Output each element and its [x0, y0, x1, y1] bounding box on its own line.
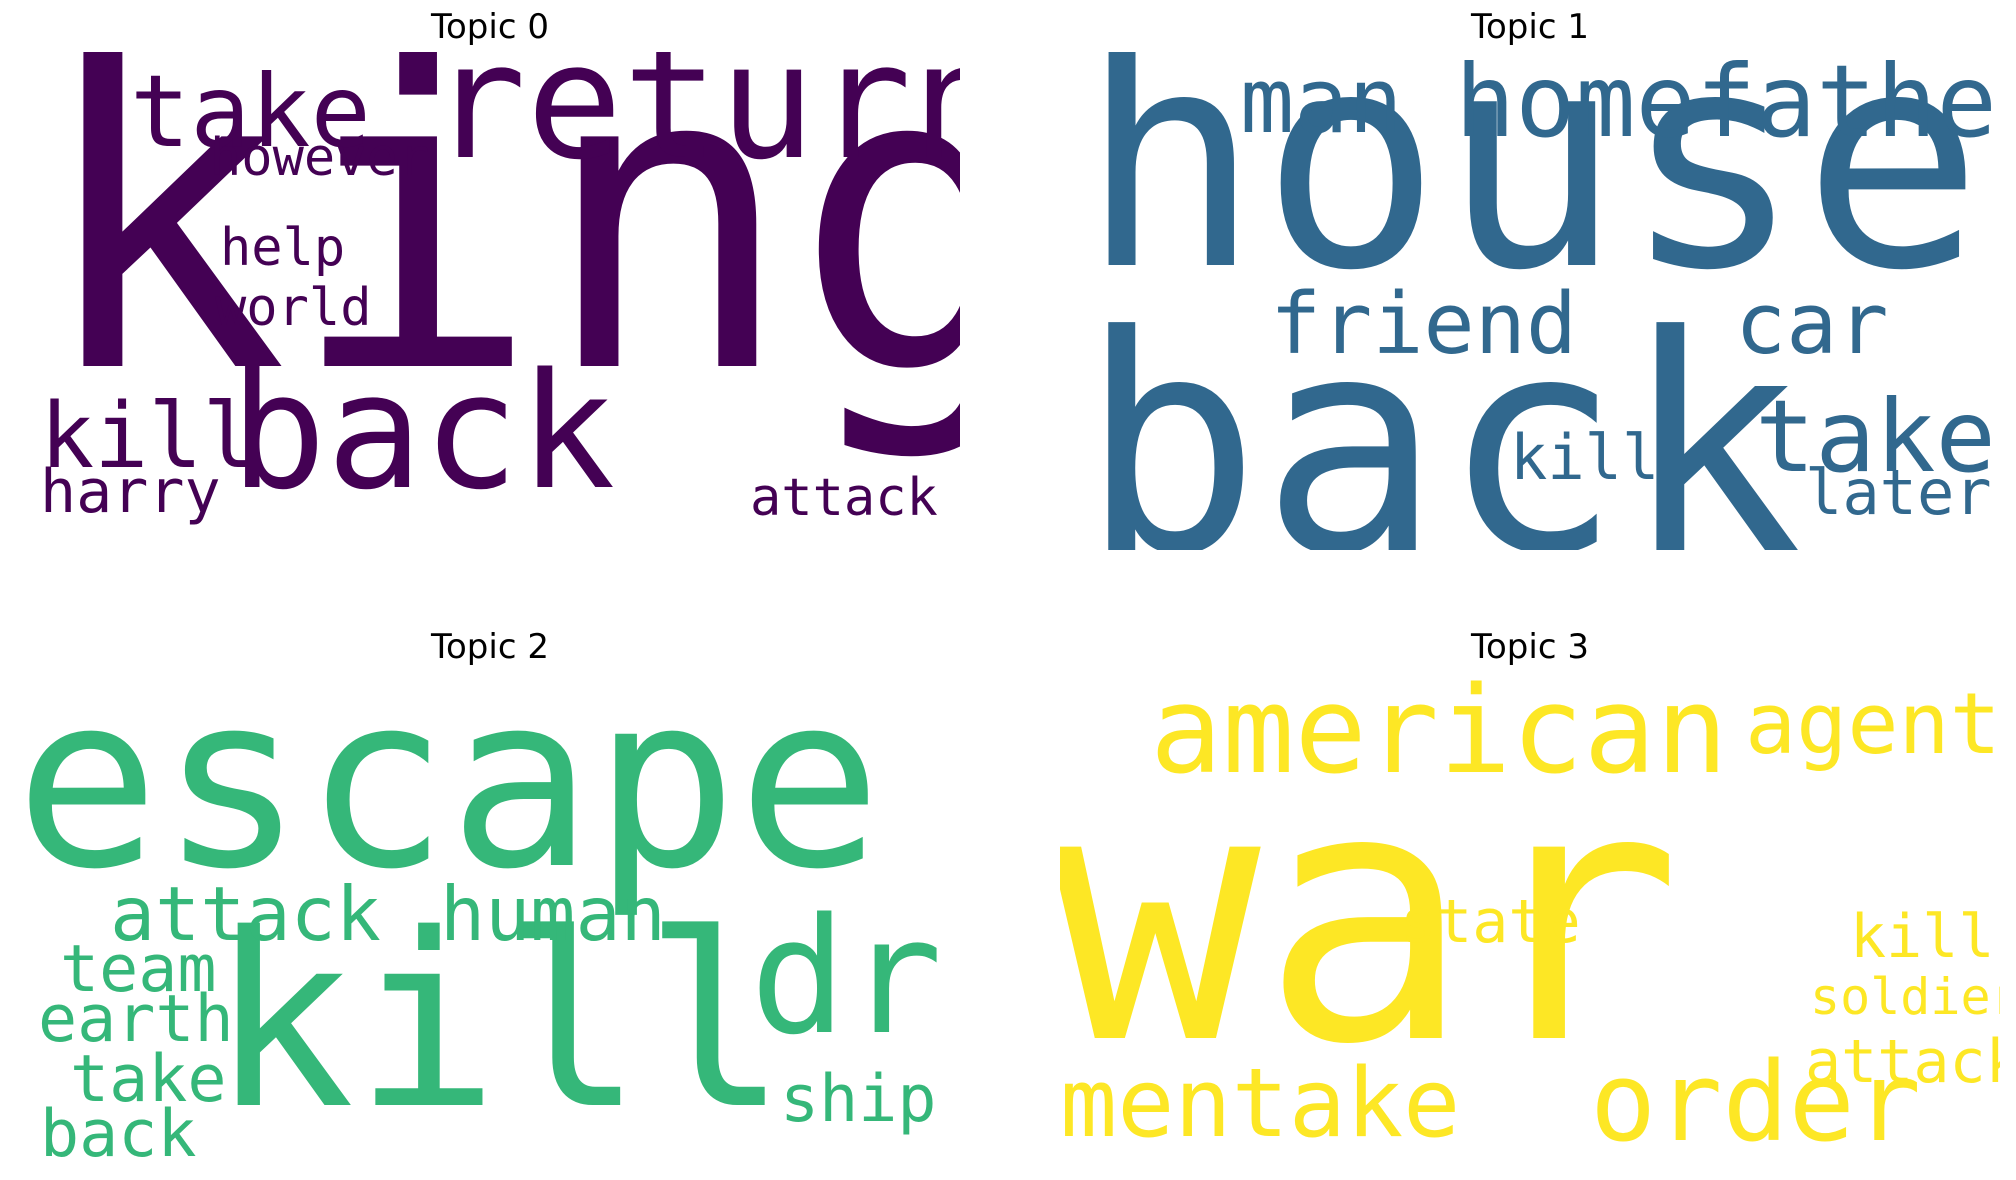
topic-1-title: Topic 1	[1471, 7, 1589, 47]
word-friend: friend	[1270, 275, 1578, 374]
topic-2-title: Topic 2	[431, 627, 549, 667]
word-state: state	[1400, 887, 1581, 957]
topic-2-wordcloud: escape kill dr attack human team earth take back…	[20, 672, 960, 1170]
word-team: team	[60, 932, 217, 1007]
word-car: car	[1735, 275, 1889, 374]
word-return: return	[430, 52, 960, 195]
word-man: man	[1240, 52, 1403, 154]
word-help: help	[220, 218, 346, 278]
word-kill: kill	[1510, 421, 1660, 494]
word-attack: attack	[750, 468, 938, 528]
word-dr: dr	[750, 883, 943, 1070]
topic-1-panel: Topic 1 house back homefather man friend car t…	[1060, 0, 2000, 560]
word-back: back	[1080, 272, 1803, 551]
word-soldier: soldier	[1810, 968, 2000, 1026]
word-king: king	[35, 52, 960, 466]
word-mentake: mentake	[1060, 1049, 1461, 1159]
word-earth: earth	[38, 982, 234, 1057]
word-take: take	[1755, 378, 1996, 495]
word-escape: escape	[20, 672, 882, 922]
topic-3-wordcloud: war american agent order mentake state kill sol…	[1060, 672, 2000, 1170]
topic-3-panel: Topic 3 war american agent order mentake stat…	[1060, 620, 2000, 1180]
word-back: back	[230, 338, 616, 525]
word-attack: attack	[1805, 1027, 2000, 1097]
topic-2-panel: Topic 2 escape kill dr attack human team earth…	[20, 620, 960, 1180]
word-kill: kill	[210, 882, 788, 1162]
word-later: later	[1805, 456, 1992, 529]
word-harry: harry	[40, 457, 221, 527]
word-house: house	[1080, 52, 1984, 336]
word-order: order	[1590, 1038, 1922, 1166]
topic-1-wordcloud: house back homefather man friend car take kill l…	[1060, 52, 2000, 550]
word-kill: kill	[1850, 902, 1995, 972]
word-human: human	[440, 870, 666, 958]
word-kill: kill	[40, 384, 257, 489]
word-ship: ship	[780, 1062, 937, 1137]
topic-3-title: Topic 3	[1471, 627, 1589, 667]
word-attack: attack	[110, 870, 381, 958]
word-homefather: homefather	[1455, 52, 2000, 160]
word-take: take	[130, 53, 371, 170]
word-take: take	[70, 1042, 227, 1117]
word-agent: agent	[1745, 675, 2000, 774]
word-back: back	[40, 1097, 197, 1170]
topic-0-panel: Topic 0 king return back take kill harry howev…	[20, 0, 960, 560]
word-however: however	[210, 128, 430, 188]
topic-0-wordcloud: king return back take kill harry however help wo…	[20, 52, 960, 550]
topic-0-title: Topic 0	[431, 7, 549, 47]
word-american: american	[1150, 672, 1728, 801]
word-world: world	[215, 278, 372, 338]
word-war: war	[1060, 713, 1683, 1121]
